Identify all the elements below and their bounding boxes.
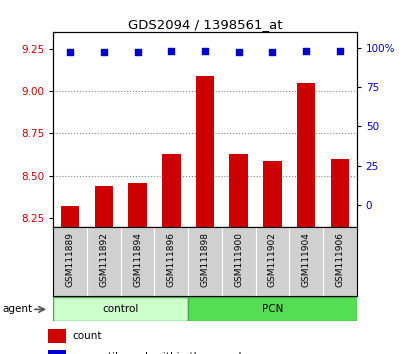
Bar bbox=[263, 160, 281, 227]
Text: GSM111902: GSM111902 bbox=[267, 232, 276, 287]
Text: GSM111894: GSM111894 bbox=[133, 232, 142, 287]
Text: control: control bbox=[102, 304, 139, 314]
Point bbox=[100, 50, 107, 55]
Point bbox=[134, 50, 141, 55]
Text: GSM111896: GSM111896 bbox=[166, 232, 175, 287]
Bar bbox=[128, 183, 146, 227]
Bar bbox=[229, 154, 247, 227]
Point bbox=[168, 48, 174, 53]
Point bbox=[302, 48, 309, 53]
Title: GDS2094 / 1398561_at: GDS2094 / 1398561_at bbox=[128, 18, 281, 31]
Text: GSM111892: GSM111892 bbox=[99, 232, 108, 287]
Text: agent: agent bbox=[3, 304, 33, 314]
Bar bbox=[61, 206, 79, 227]
Bar bbox=[53, 297, 188, 321]
Text: GSM111889: GSM111889 bbox=[65, 232, 74, 287]
Point bbox=[67, 50, 73, 55]
Text: GSM111898: GSM111898 bbox=[200, 232, 209, 287]
Bar bbox=[94, 186, 113, 227]
Point bbox=[336, 48, 342, 53]
Bar bbox=[188, 297, 356, 321]
Text: GSM111904: GSM111904 bbox=[301, 232, 310, 287]
Bar bbox=[162, 154, 180, 227]
Point bbox=[201, 48, 208, 53]
Text: percentile rank within the sample: percentile rank within the sample bbox=[72, 352, 247, 354]
Text: count: count bbox=[72, 331, 101, 341]
Point bbox=[235, 50, 241, 55]
Bar bbox=[296, 82, 315, 227]
Bar bbox=[48, 350, 66, 354]
Point bbox=[268, 50, 275, 55]
Text: PCN: PCN bbox=[261, 304, 283, 314]
Text: GSM111900: GSM111900 bbox=[234, 232, 243, 287]
Bar bbox=[195, 76, 214, 227]
Bar bbox=[48, 329, 66, 343]
Text: GSM111906: GSM111906 bbox=[335, 232, 344, 287]
Bar bbox=[330, 159, 348, 227]
